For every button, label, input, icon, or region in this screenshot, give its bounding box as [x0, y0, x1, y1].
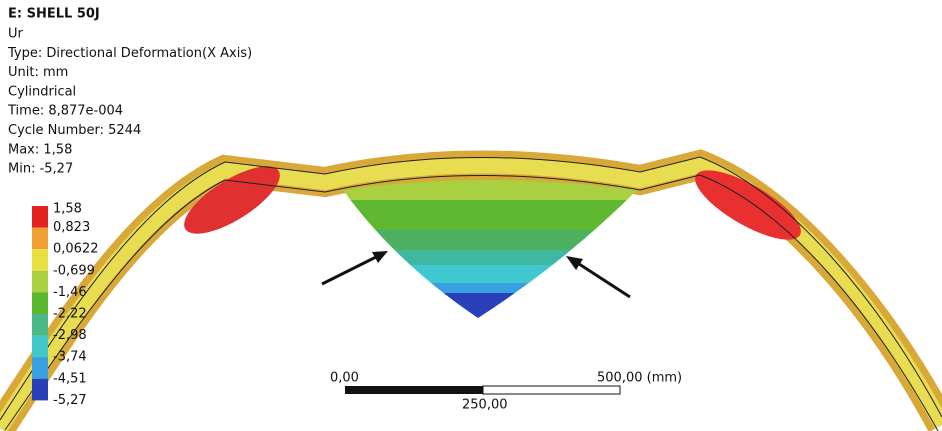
legend-swatch [32, 206, 48, 228]
legend-label: -2,22 [53, 307, 87, 322]
legend-label: 1,58 [53, 202, 82, 217]
header-line: Ur [8, 27, 24, 42]
scale-start: 0,00 [330, 371, 359, 386]
legend-label: -3,74 [53, 350, 87, 365]
header-line: Cylindrical [8, 84, 76, 99]
legend-label: 0,823 [53, 220, 90, 235]
screenshot: 0,00 500,00 (mm) 250,00 E: SHELL 50J Ur T… [0, 0, 942, 431]
header-line: Unit: mm [8, 65, 68, 80]
legend-label: -4,51 [53, 371, 87, 386]
legend-label: -0,699 [53, 263, 95, 278]
header-line: Type: Directional Deformation(X Axis) [7, 46, 252, 61]
scale-bar: 0,00 500,00 (mm) 250,00 [330, 371, 682, 413]
legend-swatch [32, 249, 48, 271]
legend-swatch [32, 228, 48, 250]
legend-swatch [32, 271, 48, 293]
header-line: Time: 8,877e-004 [7, 104, 123, 119]
legend-swatch [32, 336, 48, 358]
header-line: Min: -5,27 [8, 162, 73, 177]
legend-swatch [32, 292, 48, 314]
result-title: E: SHELL 50J [8, 7, 100, 22]
header-line: Max: 1,58 [8, 142, 72, 157]
legend-swatch [32, 314, 48, 336]
header-line: Cycle Number: 5244 [8, 123, 141, 138]
legend-swatch [32, 357, 48, 379]
legend-label: -5,27 [53, 393, 87, 408]
legend-swatch [32, 379, 48, 401]
header-info: Ur Type: Directional Deformation(X Axis) U… [7, 27, 252, 177]
legend-label: 0,0622 [53, 242, 99, 257]
legend-label: -1,46 [53, 285, 87, 300]
scale-end: 500,00 (mm) [597, 371, 682, 386]
legend-label: -2,98 [53, 328, 87, 343]
result-view: 0,00 500,00 (mm) 250,00 E: SHELL 50J Ur T… [0, 0, 942, 431]
scale-middle: 250,00 [462, 398, 508, 413]
